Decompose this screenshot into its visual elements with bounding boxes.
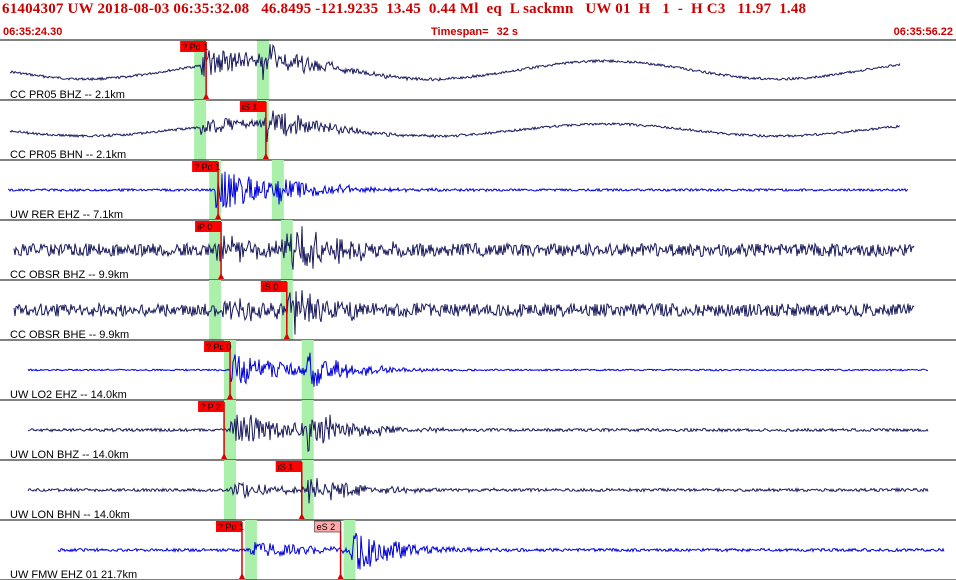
trace-row[interactable]: ? P 2 UW LON BHZ -- 14.0km xyxy=(0,400,956,461)
pick-label: ? Pc 0 xyxy=(206,342,232,352)
phase-pick[interactable]: iS 0 xyxy=(260,281,290,339)
pick-window xyxy=(224,460,237,520)
pick-flag xyxy=(195,221,222,232)
pick-label: iS 1 xyxy=(278,462,294,472)
pick-flag xyxy=(239,101,266,112)
station-label: CC PR05 BHN -- 2.1km xyxy=(10,149,126,161)
pick-triangle xyxy=(283,333,290,339)
pick-flag xyxy=(260,281,287,292)
pick-triangle xyxy=(218,273,225,279)
phase-pick[interactable]: iS 1 xyxy=(239,101,269,159)
pick-triangle xyxy=(337,573,344,579)
pick-window xyxy=(244,520,257,580)
pick-label: eS 2 xyxy=(317,522,336,532)
trace-row[interactable]: ? Pd 1 eS 2 UW FMW EHZ 01 21.7km xyxy=(0,520,956,580)
station-label: CC OBSR BHZ -- 9.9km xyxy=(10,269,129,281)
station-label: CC PR05 BHZ -- 2.1km xyxy=(10,89,125,101)
pick-flag xyxy=(275,461,302,472)
phase-pick[interactable]: ? Pc 0 xyxy=(204,341,234,399)
trace-row[interactable]: ? Pc 0 UW LO2 EHZ -- 14.0km xyxy=(0,340,956,401)
pick-flag xyxy=(314,520,341,533)
pick-window xyxy=(280,220,293,280)
station-label: UW LO2 EHZ -- 14.0km xyxy=(10,389,127,401)
pick-triangle xyxy=(215,213,222,219)
waveform xyxy=(7,171,909,209)
station-label: CC OBSR BHE -- 9.9km xyxy=(10,329,129,341)
pick-window xyxy=(301,460,314,520)
pick-flag xyxy=(204,341,231,352)
pick-window xyxy=(209,220,222,280)
phase-pick[interactable]: ? Pd 1 xyxy=(180,41,210,99)
phase-pick[interactable]: iP 0 xyxy=(195,221,225,279)
pick-triangle xyxy=(298,513,305,519)
timespan-readout: Timespan= 32 s xyxy=(431,26,518,38)
event-summary: 61404307 UW 2018-08-03 06:35:32.08 46.84… xyxy=(2,1,807,17)
pick-flag xyxy=(215,521,242,532)
pick-flag xyxy=(180,41,207,52)
pick-flag xyxy=(192,161,219,172)
pick-triangle xyxy=(238,573,245,579)
phase-pick[interactable]: iS 1 xyxy=(275,461,305,519)
pick-triangle xyxy=(227,393,234,399)
pick-label: ? Pd 1 xyxy=(182,42,208,52)
pick-window xyxy=(301,400,314,460)
pick-label: ? Pd 1 xyxy=(194,162,220,172)
trace-row[interactable]: iS 0 CC OBSR BHE -- 9.9km xyxy=(0,280,956,341)
trace-row[interactable]: iS 1 CC PR05 BHN -- 2.1km xyxy=(0,100,956,161)
pick-label: iP 0 xyxy=(197,222,212,232)
timespan-label: Timespan= xyxy=(431,26,489,38)
pick-triangle xyxy=(203,93,210,99)
waveform xyxy=(9,110,900,143)
pick-window xyxy=(209,280,222,340)
pick-triangle xyxy=(262,153,269,159)
pick-window xyxy=(301,340,314,400)
station-label: UW LON BHZ -- 14.0km xyxy=(10,449,129,461)
trace-row[interactable]: iP 0 CC OBSR BHZ -- 9.9km xyxy=(0,220,956,281)
time-start-label: 06:35:24.30 xyxy=(3,26,63,38)
waveform xyxy=(27,352,929,387)
waveform xyxy=(27,478,929,504)
time-end-label: 06:35:56.22 xyxy=(893,26,953,38)
phase-pick[interactable]: ? Pd 1 xyxy=(215,521,245,579)
waveform xyxy=(57,533,945,570)
phase-pick[interactable]: ? Pd 1 xyxy=(192,161,222,219)
waveform xyxy=(13,290,915,335)
phase-pick[interactable]: eS 2 xyxy=(314,520,344,579)
trace-row[interactable]: ? Pd 1 CC PR05 BHZ -- 2.1km xyxy=(0,40,956,101)
station-label: UW RER EHZ -- 7.1km xyxy=(10,209,123,221)
pick-label: iS 1 xyxy=(242,102,258,112)
station-label: UW FMW EHZ 01 21.7km xyxy=(10,569,137,580)
pick-flag xyxy=(198,401,225,412)
trace-row[interactable]: ? Pd 1 UW RER EHZ -- 7.1km xyxy=(0,160,956,221)
waveform xyxy=(9,43,901,82)
pick-label: ? Pd 1 xyxy=(218,522,244,532)
pick-window xyxy=(343,520,356,580)
pick-triangle xyxy=(221,453,228,459)
trace-row[interactable]: iS 1 UW LON BHN -- 14.0km xyxy=(0,460,956,521)
pick-label: iS 0 xyxy=(263,282,279,292)
waveform xyxy=(27,414,929,453)
phase-pick[interactable]: ? P 2 xyxy=(198,401,228,459)
waveform xyxy=(13,226,915,270)
pick-window xyxy=(194,40,207,100)
station-label: UW LON BHN -- 14.0km xyxy=(10,509,130,521)
pick-label: ? P 2 xyxy=(200,402,221,412)
timespan-value: 32 s xyxy=(496,26,518,38)
